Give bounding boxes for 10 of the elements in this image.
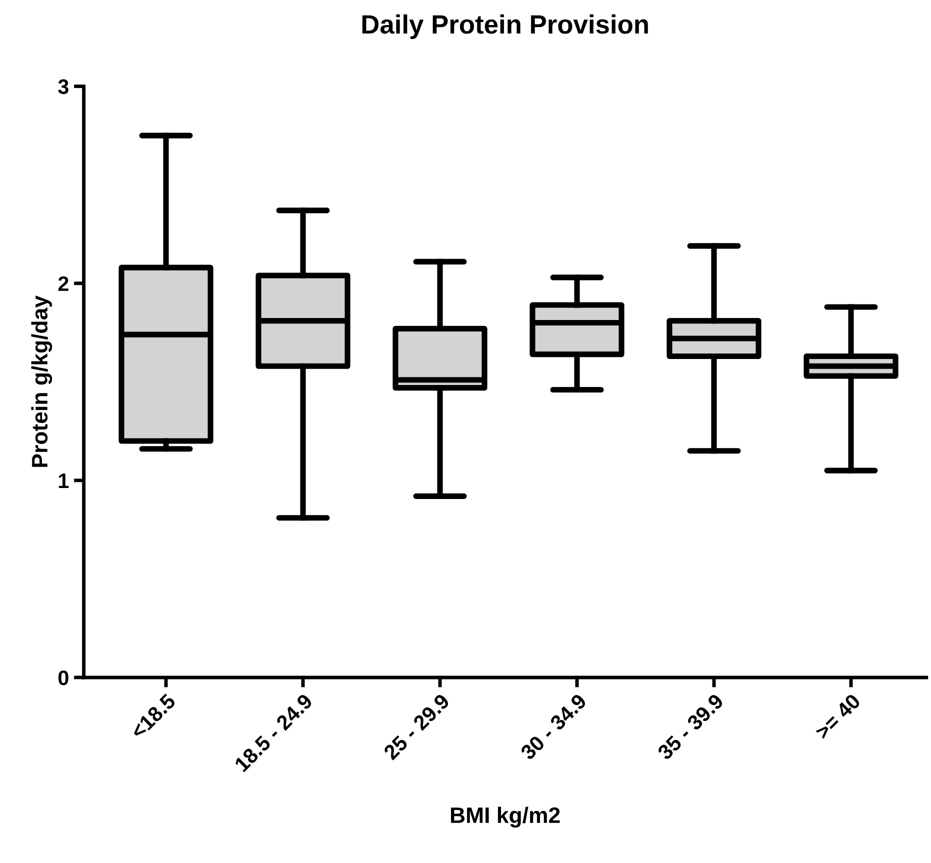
x-tick-label: 35 - 39.9: [656, 692, 724, 761]
y-tick-label: 1: [58, 474, 69, 488]
x-axis-title: BMI kg/m2: [450, 806, 560, 828]
x-tick-label: 30 - 34.9: [520, 692, 588, 761]
chart-title: Daily Protein Provision: [362, 14, 648, 39]
y-tick-label: 2: [58, 276, 68, 291]
y-axis-title: Protein g/kg/day: [31, 296, 52, 467]
y-tick-label: 0: [58, 670, 68, 686]
y-tick-label: 3: [58, 79, 68, 94]
x-tick-label: >= 40: [814, 693, 862, 740]
